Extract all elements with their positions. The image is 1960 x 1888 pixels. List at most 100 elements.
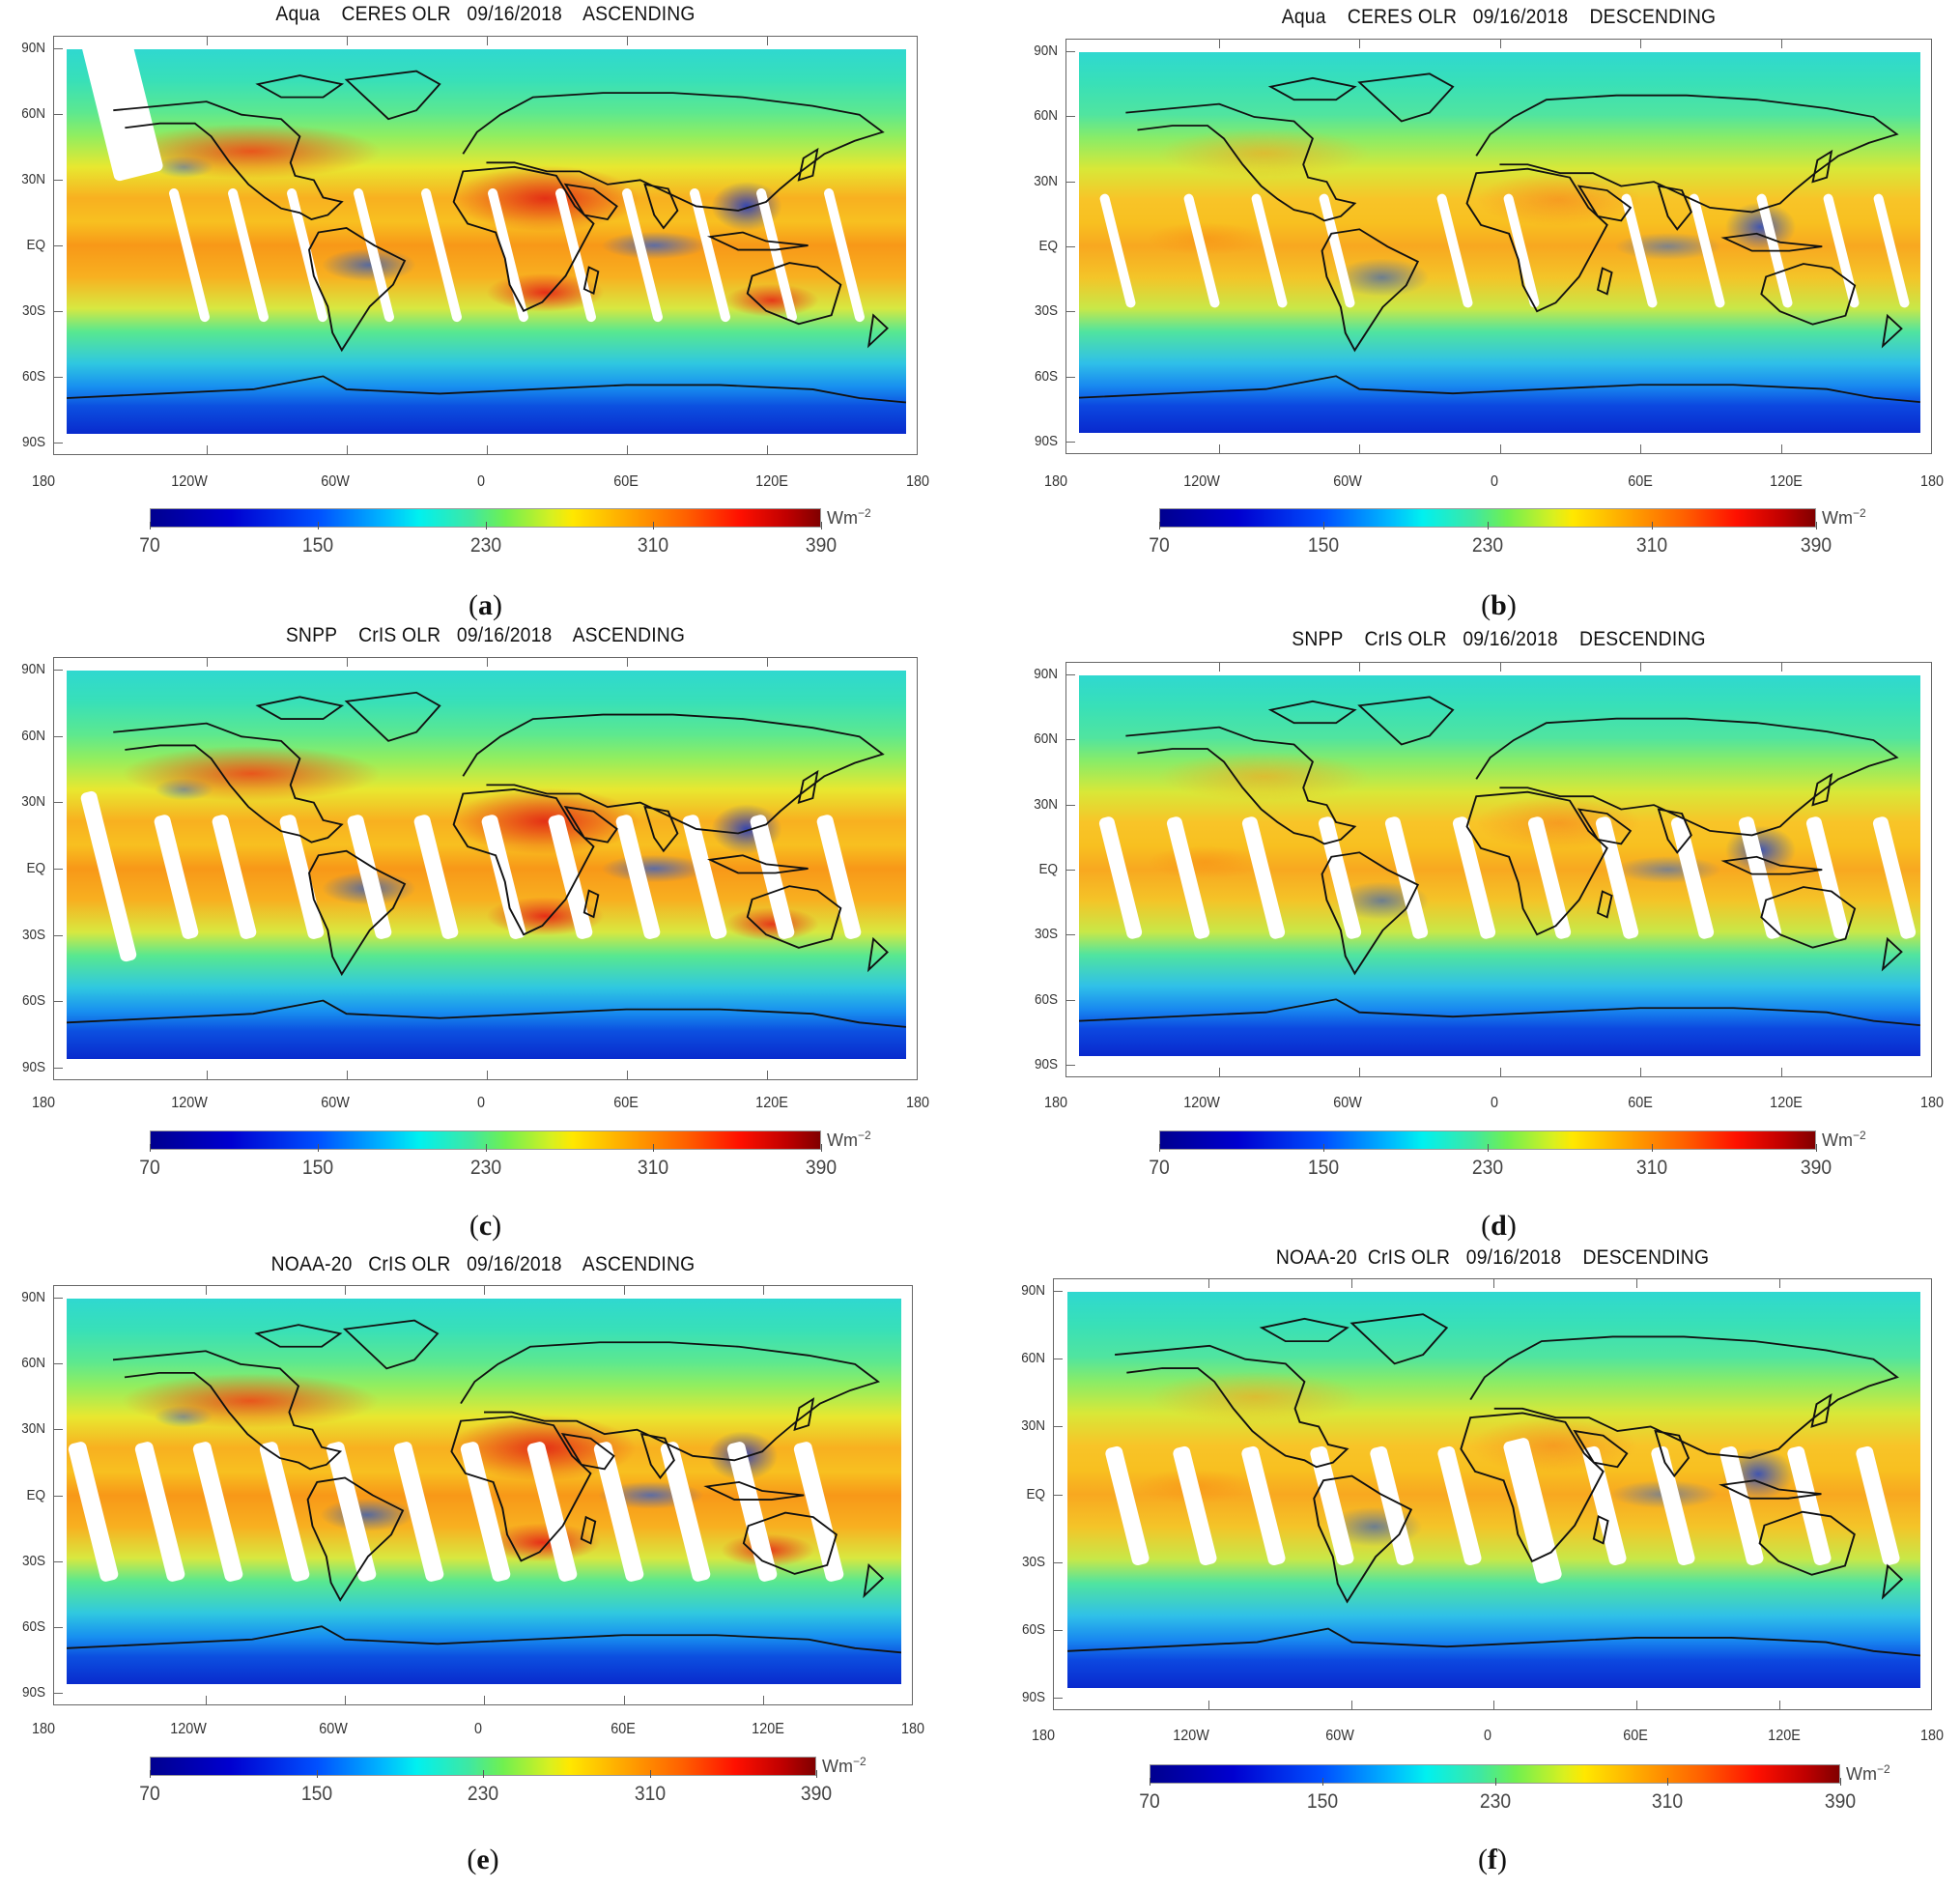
lat-tick — [1053, 1561, 1063, 1563]
missing-data-swath — [211, 813, 259, 940]
missing-data-swath — [822, 186, 866, 324]
panel-title: Aqua CERES OLR 09/16/2018 ASCENDING — [275, 3, 696, 25]
lon-tick — [762, 1285, 764, 1295]
caption-paren-open: ( — [469, 589, 478, 621]
colorbar-tick — [1494, 1778, 1496, 1786]
lat-tick — [1065, 934, 1075, 936]
missing-data-swath — [659, 1440, 712, 1583]
lat-tick — [53, 869, 63, 870]
lat-tick — [53, 1429, 63, 1431]
lat-tick — [53, 180, 63, 181]
lat-label: EQ — [1038, 238, 1058, 254]
lat-tick — [1065, 50, 1075, 52]
lon-label: 0 — [473, 1721, 483, 1737]
missing-data-swath — [613, 813, 662, 940]
lon-label: 180 — [31, 1721, 56, 1737]
coastline-overlay — [1079, 696, 1921, 1026]
caption-paren-open: ( — [469, 1210, 479, 1242]
lon-tick — [626, 445, 628, 455]
missing-data-swath — [1097, 815, 1144, 940]
colorbar-label: 390 — [800, 1783, 833, 1805]
lon-tick — [345, 1285, 346, 1295]
unit-base: Wm — [1822, 508, 1853, 528]
panel-caption: (f) — [1478, 1844, 1507, 1876]
lon-label: 120W — [171, 473, 208, 490]
unit-base: Wm — [822, 1757, 853, 1776]
missing-data-swath — [1670, 815, 1716, 940]
missing-data-swath — [1182, 192, 1222, 308]
colorbar-label: 230 — [1471, 1157, 1504, 1179]
colorbar-tick — [821, 1144, 822, 1152]
missing-data-swath — [79, 789, 139, 963]
lat-tick — [1065, 442, 1075, 443]
missing-data-swath — [1737, 815, 1783, 940]
lon-label: 180 — [1919, 1728, 1945, 1744]
unit-base: Wm — [827, 1130, 858, 1150]
lat-label: 30S — [21, 926, 45, 943]
missing-data-swath — [621, 186, 665, 324]
lon-tick — [484, 1696, 486, 1705]
lon-tick — [1218, 1068, 1220, 1077]
caption-paren-open: ( — [467, 1844, 477, 1875]
lon-label: 60W — [320, 1095, 350, 1111]
lat-label: 30N — [1034, 172, 1058, 189]
lon-label: 0 — [1490, 1095, 1498, 1111]
lon-tick — [767, 36, 769, 45]
missing-data-swath — [1383, 815, 1430, 940]
coastline-overlay — [67, 691, 907, 1028]
missing-data-swath — [1786, 1445, 1832, 1568]
missing-data-swath — [1435, 192, 1474, 308]
lon-label: 120W — [1173, 1728, 1210, 1744]
missing-data-swath — [258, 1440, 311, 1583]
colorbar-tick — [1816, 522, 1817, 529]
lon-label: 120W — [170, 1721, 207, 1737]
lat-tick — [1065, 673, 1075, 675]
lon-label: 60E — [1623, 1728, 1649, 1744]
lat-label: 60S — [1021, 1620, 1045, 1638]
colorbar-label: 230 — [1479, 1790, 1511, 1813]
lon-tick — [1208, 1701, 1210, 1710]
missing-data-swath — [1103, 1445, 1150, 1568]
map-plot-area — [53, 1285, 913, 1705]
colorbar — [1159, 508, 1816, 528]
colorbar-label: 150 — [1307, 534, 1340, 557]
lon-tick — [1350, 1701, 1352, 1710]
colorbar-tick — [1159, 522, 1160, 529]
colorbar-tick — [317, 1144, 319, 1152]
missing-data-swath — [1804, 815, 1850, 940]
lon-label: 60E — [613, 473, 639, 490]
missing-data-swath — [278, 813, 326, 940]
caption-paren-close: ) — [492, 1210, 502, 1242]
colorbar-label: 310 — [1635, 534, 1668, 557]
lon-label: 180 — [31, 473, 56, 490]
lon-tick — [767, 445, 769, 455]
colorbar-label: 390 — [805, 1157, 838, 1179]
missing-data-swath — [1822, 192, 1861, 308]
lat-label: 90S — [1034, 1056, 1058, 1073]
lon-tick — [486, 1071, 488, 1080]
colorbar-tick — [150, 1144, 151, 1152]
lat-label: EQ — [1026, 1485, 1045, 1502]
colorbar-label: 310 — [1652, 1790, 1684, 1813]
lat-tick — [1065, 116, 1075, 118]
colorbar-unit: Wm−2 — [822, 1755, 866, 1777]
lat-label: 30N — [1034, 795, 1058, 813]
map-plot-area — [1065, 662, 1932, 1077]
lon-label: 60W — [319, 1721, 348, 1737]
lon-tick — [486, 445, 488, 455]
lon-label: 180 — [900, 1721, 925, 1737]
colorbar-label: 70 — [139, 534, 160, 557]
lon-label: 120E — [1767, 1728, 1801, 1744]
caption-paren-open: ( — [1481, 589, 1491, 621]
panel-caption: (c) — [469, 1210, 501, 1243]
missing-data-swath — [1755, 192, 1794, 308]
colorbar — [150, 1130, 821, 1150]
lat-tick — [1065, 804, 1075, 806]
unit-base: Wm — [1822, 1130, 1853, 1150]
colorbar-label: 150 — [1306, 1790, 1338, 1813]
lon-tick — [1640, 662, 1642, 672]
caption-paren-close: ) — [1506, 589, 1517, 621]
missing-data-swath — [592, 1440, 645, 1583]
lat-label: 60N — [21, 727, 45, 744]
lat-label: 60N — [1034, 730, 1058, 748]
